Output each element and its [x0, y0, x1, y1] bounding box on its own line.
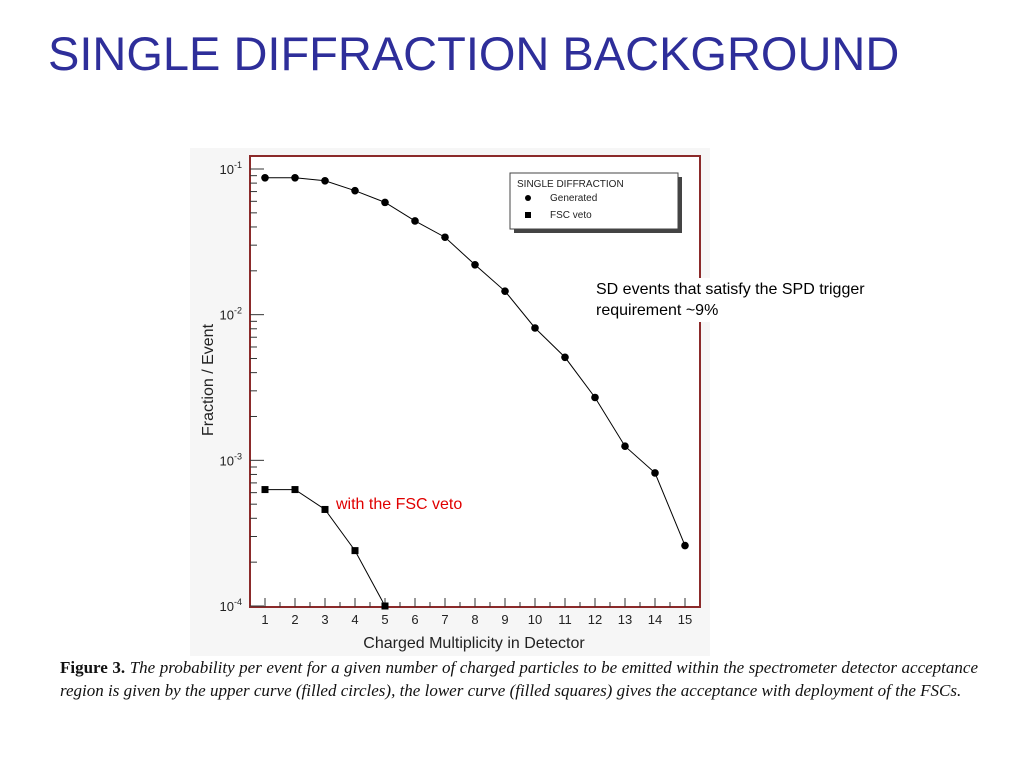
fsc-veto-point [351, 547, 359, 555]
caption-label: Figure 3. [60, 658, 126, 677]
generated-point [681, 541, 689, 550]
x-axis-label: Charged Multiplicity in Detector [363, 635, 585, 652]
legend-marker-fsc-veto [525, 212, 531, 218]
x-tick-label: 13 [618, 612, 632, 627]
x-tick-label: 1 [261, 612, 268, 627]
generated-point [381, 198, 389, 207]
generated-point [501, 287, 509, 295]
fsc-veto-point [321, 505, 329, 513]
fsc-veto-point [381, 602, 389, 610]
figure-caption: Figure 3. The probability per event for … [60, 656, 978, 702]
legend-marker-generated [525, 195, 531, 201]
x-tick-label: 11 [558, 612, 572, 627]
fsc-veto-point [291, 486, 299, 494]
x-tick-label: 6 [411, 612, 418, 627]
series-markers [261, 174, 689, 610]
generated-point [621, 442, 629, 451]
generated-point [261, 174, 269, 182]
x-axis: 1 2 3 4 5 6 7 8 9 10 11 12 13 14 15 [261, 598, 692, 627]
y-axis-label: Fraction / Event [200, 323, 217, 436]
y-tick-exponent: -2 [234, 306, 242, 316]
spd-trigger-annotation: SD events that satisfy the SPD trigger r… [593, 278, 887, 322]
generated-point [561, 353, 569, 362]
x-tick-label: 8 [471, 612, 478, 627]
legend-box [509, 172, 679, 230]
x-tick-label: 9 [501, 612, 508, 627]
x-tick-label: 15 [678, 612, 692, 627]
legend-label: Generated [550, 193, 597, 204]
x-tick-label: 5 [381, 612, 388, 627]
legend-label: FSC veto [550, 210, 592, 221]
generated-point [351, 186, 359, 195]
x-tick-label: 10 [528, 612, 542, 627]
generated-point [321, 176, 329, 185]
x-tick-label: 2 [291, 612, 298, 627]
caption-text: The probability per event for a given nu… [60, 658, 978, 700]
generated-point [471, 260, 479, 269]
legend-title: SINGLE DIFFRACTION [517, 179, 624, 190]
x-tick-label: 14 [648, 612, 662, 627]
fsc-veto-annotation: with the FSC veto [336, 496, 463, 513]
y-tick-exponent: -4 [234, 597, 242, 607]
y-tick-exponent: -1 [234, 160, 242, 170]
fsc-veto-point [261, 486, 269, 494]
x-tick-label: 4 [351, 612, 358, 627]
generated-point [411, 217, 419, 225]
generated-point [531, 324, 539, 332]
y-tick-exponent: -3 [234, 451, 242, 461]
generated-point [441, 233, 449, 242]
generated-point [591, 393, 599, 402]
generated-point [291, 174, 299, 182]
slide-title: SINGLE DIFFRACTION BACKGROUND [48, 27, 900, 80]
y-axis: 10-110-210-310-4 [220, 160, 264, 614]
x-tick-label: 7 [441, 612, 448, 627]
generated-point [651, 469, 659, 477]
legend: SINGLE DIFFRACTION Generated FSC veto [509, 172, 682, 233]
x-tick-label: 12 [588, 612, 602, 627]
x-tick-label: 3 [321, 612, 328, 627]
